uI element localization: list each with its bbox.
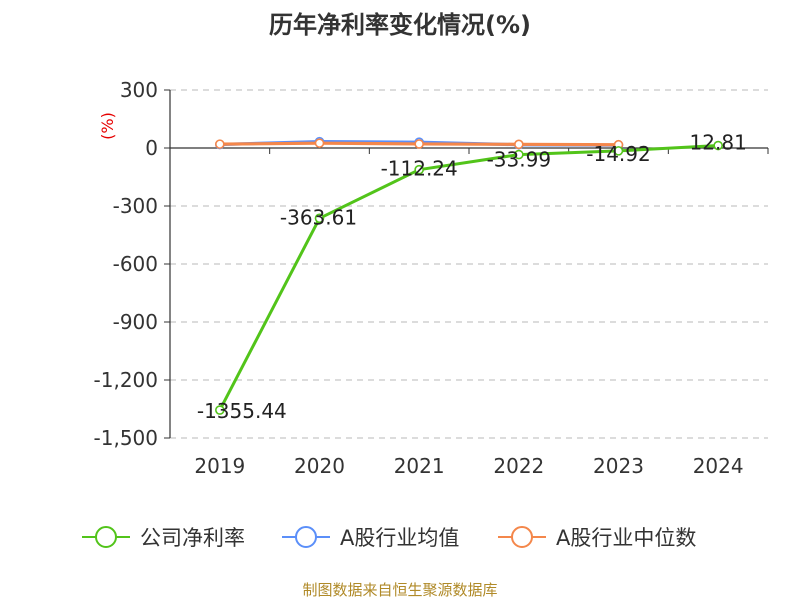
axes: 300 0 -300 -600 -900 -1,200 -1,500 2019 2020 2021…: [94, 78, 769, 478]
chart-title: 历年净利率变化情况(%): [269, 11, 531, 39]
y-tick-label: 300: [120, 78, 158, 102]
data-point: [514, 149, 524, 160]
y-tick-label: -1,200: [94, 368, 158, 392]
legend-marker: [95, 526, 117, 548]
data-point: [713, 140, 723, 151]
data-label: -14.92: [586, 142, 650, 166]
data-point: [414, 139, 424, 149]
data-label: -1355.44: [197, 399, 287, 423]
data-point: [514, 139, 524, 150]
legend-label: A股行业均值: [340, 526, 459, 550]
legend-marker: [295, 526, 317, 548]
y-tick-label: -900: [113, 310, 158, 334]
x-tick-label: 2021: [394, 454, 445, 478]
legend-item: A股行业均值: [282, 526, 459, 550]
data-labels: -1355.44 -363.61 -112.24 -33.99 -14.92 12.81: [197, 131, 747, 424]
legend-item: 公司净利率: [82, 526, 245, 550]
legend: 公司净利率 A股行业均值 A股行业中位数: [82, 526, 696, 550]
series-lines: [215, 136, 723, 415]
x-tick-label: 2022: [493, 454, 544, 478]
legend-label: 公司净利率: [140, 526, 245, 550]
data-point: [215, 405, 225, 415]
data-source: 制图数据来自恒生聚源数据库: [302, 581, 497, 599]
y-tick-label: -1,500: [94, 426, 158, 450]
legend-item: A股行业中位数: [498, 526, 696, 550]
data-label: -363.61: [280, 205, 357, 229]
y-tick-label: -600: [113, 252, 158, 276]
data-point: [215, 139, 225, 149]
data-label: 12.81: [690, 131, 747, 155]
series-line: [218, 144, 719, 411]
x-tick-label: 2019: [194, 454, 245, 478]
legend-label: A股行业中位数: [556, 526, 696, 550]
data-point: [314, 138, 325, 148]
y-tick-label: 0: [145, 136, 158, 160]
data-point: [613, 146, 624, 156]
data-point: [314, 213, 325, 224]
data-label: -33.99: [487, 148, 551, 172]
data-point: [414, 164, 424, 175]
data-label: -112.24: [381, 157, 458, 181]
x-tick-label: 2023: [593, 454, 644, 478]
legend-marker: [511, 526, 533, 548]
x-tick-label: 2024: [693, 454, 744, 478]
y-axis-unit: (%): [98, 112, 117, 140]
x-tick-label: 2020: [294, 454, 345, 478]
grid-lines: [170, 89, 768, 439]
y-tick-label: -300: [113, 194, 158, 218]
